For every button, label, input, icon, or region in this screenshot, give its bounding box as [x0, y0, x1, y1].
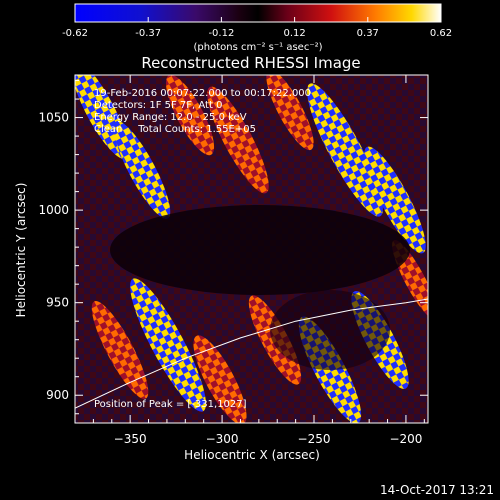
fringe-blob	[307, 83, 383, 217]
fringe-blob	[207, 86, 269, 194]
solar-limb-curve	[75, 298, 428, 409]
x-tick-label: −200	[389, 432, 422, 446]
colorbar-tick-label: -0.62	[62, 28, 88, 39]
fringe-blob	[193, 335, 247, 423]
x-tick-label: −250	[298, 432, 331, 446]
colorbar-unit-label: (photons cm⁻² s⁻¹ asec⁻²)	[193, 42, 322, 53]
y-tick-label: 1050	[38, 111, 69, 125]
heatmap-image	[75, 75, 428, 423]
colorbar-tick-label: 0.12	[283, 28, 305, 39]
peak-position-label: Position of Peak = [-331,1027]	[94, 399, 247, 410]
colorbar-tick-label: -0.12	[208, 28, 234, 39]
fringe-blob	[75, 75, 129, 160]
chart-title: Reconstructed RHESSI Image	[141, 54, 360, 72]
y-tick-label: 950	[46, 296, 69, 310]
y-axis-ticks: 900 950 1000 1050	[38, 80, 428, 415]
fringe-blob	[165, 75, 215, 156]
fringe-blob	[91, 301, 149, 399]
colorbar-tick-label: 0.62	[430, 28, 452, 39]
y-tick-label: 1000	[38, 203, 69, 217]
fringe-blob	[266, 75, 314, 151]
footer-timestamp: 14-Oct-2017 13:21	[380, 483, 494, 497]
annotation-clean-counts: Clean Total Counts: 1.55E+05	[94, 124, 256, 135]
colorbar-tick-label: 0.37	[357, 28, 379, 39]
x-tick-label: −300	[206, 432, 239, 446]
fringe-blob	[130, 278, 206, 412]
x-axis-label: Heliocentric X (arcsec)	[184, 448, 320, 462]
colorbar	[74, 3, 442, 23]
plot-frame	[74, 74, 429, 424]
annotation-detectors: Detectors: 1F 5F 7F, Att 0	[94, 100, 222, 111]
annotation-time-range: 19-Feb-2016 00:07:22.000 to 00:17:22.000	[94, 88, 311, 99]
annotation-energy-range: Energy Range: 12.0 - 25.0 keV	[94, 112, 247, 123]
colorbar-tick-label: -0.37	[135, 28, 161, 39]
fringe-blob	[364, 146, 426, 254]
fringe-blob	[113, 121, 171, 219]
x-tick-label: −350	[114, 432, 147, 446]
y-axis-label: Heliocentric Y (arcsec)	[14, 183, 28, 318]
x-axis-ticks: −350 −300 −250 −200	[92, 75, 425, 446]
y-tick-label: 900	[46, 388, 69, 402]
colorbar-ticks: -0.62 -0.37 -0.12 0.12 0.37 0.62	[62, 17, 452, 39]
